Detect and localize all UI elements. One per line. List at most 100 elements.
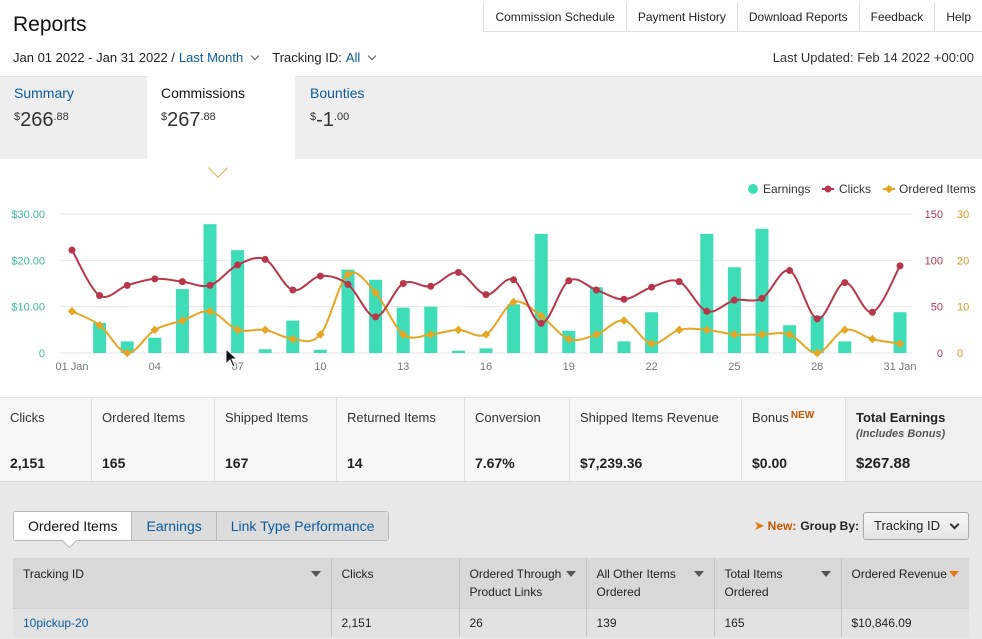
clicks-point bbox=[68, 246, 76, 254]
clicks-point bbox=[206, 281, 214, 289]
tab-summary[interactable]: Summary $266.88 bbox=[0, 76, 147, 159]
ordered-items-point bbox=[868, 334, 877, 344]
tracking-id-dropdown[interactable]: All bbox=[345, 50, 361, 65]
nav-help[interactable]: Help bbox=[946, 10, 971, 24]
stat-value: 7.67% bbox=[475, 455, 515, 471]
currency-symbol: $ bbox=[310, 111, 317, 123]
table-cell: 2,151 bbox=[331, 608, 460, 637]
chevron-down-icon[interactable] bbox=[250, 51, 260, 61]
legend-clicks-marker bbox=[824, 185, 832, 193]
y-right-tick-clicks: 0 bbox=[937, 348, 943, 360]
page-title: Reports bbox=[13, 13, 87, 36]
stat-shipped-revenue: Shipped Items Revenue $7,239.36 bbox=[570, 398, 742, 481]
earnings-bar bbox=[507, 304, 521, 353]
ordered-items-point bbox=[619, 316, 629, 325]
col-ordered-through-links[interactable]: Ordered Through Product Links bbox=[459, 558, 587, 609]
stat-label: Ordered Items bbox=[102, 410, 186, 425]
col-tracking-id[interactable]: Tracking ID bbox=[13, 558, 332, 609]
earnings-bar bbox=[838, 341, 852, 353]
chevron-down-icon[interactable] bbox=[368, 51, 377, 61]
earnings-bar bbox=[783, 325, 797, 353]
col-label: All Other Items Ordered bbox=[596, 567, 676, 599]
stat-label: Shipped Items Revenue bbox=[580, 410, 719, 425]
clicks-point bbox=[399, 280, 407, 287]
ordered-items-point bbox=[371, 288, 380, 298]
y-tick-label: 0 bbox=[39, 348, 45, 360]
tab-link-type-performance[interactable]: Link Type Performance bbox=[216, 512, 389, 540]
ordered-items-point bbox=[647, 339, 656, 348]
group-by-select[interactable]: Tracking ID bbox=[863, 512, 969, 540]
filter-bar: Jan 01 2022 - Jan 31 2022 / Last Month T… bbox=[13, 50, 383, 65]
tab-bounties[interactable]: Bounties $ -1.00 bbox=[296, 76, 446, 159]
ordered-items-point bbox=[398, 330, 408, 339]
earnings-bar bbox=[589, 287, 603, 353]
stat-value: $0.00 bbox=[752, 455, 788, 471]
amount-cents: .88 bbox=[53, 111, 69, 123]
legend-earnings-label: Earnings bbox=[763, 182, 810, 196]
stat-label-text: Bonus bbox=[752, 410, 789, 425]
clicks-point bbox=[675, 278, 683, 286]
clicks-point bbox=[123, 281, 131, 289]
sort-caret-icon[interactable] bbox=[949, 571, 959, 577]
sort-caret-icon[interactable] bbox=[693, 571, 704, 577]
stat-label: Bonus NEW bbox=[752, 410, 837, 425]
clicks-point bbox=[896, 262, 904, 270]
tracking-id-link[interactable]: 10pickup-20 bbox=[13, 608, 332, 637]
tab-bounties-label: Bounties bbox=[310, 85, 365, 101]
clicks-point bbox=[537, 319, 545, 327]
earnings-bar bbox=[479, 348, 493, 353]
y-right-tick-clicks: 50 bbox=[931, 302, 943, 314]
ordered-items-point bbox=[205, 307, 215, 316]
group-by: ➤ New: Group By: Tracking ID bbox=[754, 512, 969, 540]
new-label: New: bbox=[767, 519, 797, 533]
currency-symbol: $ bbox=[161, 111, 168, 123]
tab-earnings[interactable]: Earnings bbox=[132, 512, 217, 540]
earnings-bar bbox=[341, 269, 355, 353]
ordered-items-point bbox=[895, 339, 905, 348]
stats-row: Clicks 2,151 Ordered Items 165 Shipped I… bbox=[0, 397, 982, 482]
tab-ordered-items[interactable]: Ordered Items bbox=[14, 512, 133, 540]
x-tick-label: 19 bbox=[563, 361, 575, 373]
clicks-point bbox=[592, 286, 600, 294]
col-total-items[interactable]: Total Items Ordered bbox=[714, 558, 842, 609]
nav-download-reports[interactable]: Download Reports bbox=[738, 3, 860, 31]
sort-caret-icon[interactable] bbox=[565, 571, 576, 577]
group-by-value: Tracking ID bbox=[874, 518, 940, 533]
y-right-tick-clicks: 100 bbox=[925, 255, 943, 267]
stat-label: Total Earnings bbox=[856, 410, 946, 425]
tab-commissions[interactable]: Commissions $267.88 bbox=[147, 76, 295, 162]
clicks-point bbox=[96, 292, 104, 300]
stat-total-earnings: Total Earnings (Includes Bonus) $267.88 bbox=[846, 398, 982, 481]
amount-whole: -1 bbox=[316, 109, 334, 131]
y-right-tick-items: 10 bbox=[957, 302, 969, 314]
sort-caret-icon[interactable] bbox=[820, 571, 831, 577]
earnings-bar bbox=[727, 267, 741, 353]
col-all-other-items[interactable]: All Other Items Ordered bbox=[586, 558, 715, 609]
clicks-point bbox=[454, 268, 462, 276]
nav-payment-history[interactable]: Payment History bbox=[627, 3, 738, 31]
clicks-point bbox=[344, 280, 352, 288]
period-dropdown[interactable]: Last Month bbox=[178, 50, 244, 65]
y-tick-label: $20.00 bbox=[11, 255, 45, 267]
col-ordered-revenue[interactable]: Ordered Revenue bbox=[841, 558, 969, 609]
table-row: 10pickup-20 2,151 26 139 165 $10,846.09 bbox=[13, 608, 969, 637]
tab-summary-label: Summary bbox=[14, 85, 74, 101]
nav-commission-schedule[interactable]: Commission Schedule bbox=[484, 3, 627, 31]
stat-shipped-items: Shipped Items 167 bbox=[215, 398, 337, 481]
clicks-point bbox=[261, 255, 269, 263]
earnings-bar bbox=[810, 315, 824, 353]
rocket-icon: ➤ bbox=[753, 518, 765, 533]
table-cell: $10,846.09 bbox=[841, 608, 969, 637]
y-tick-label: $10.00 bbox=[11, 302, 45, 314]
table-cell: 26 bbox=[459, 608, 587, 637]
col-clicks[interactable]: Clicks bbox=[331, 558, 460, 609]
clicks-point bbox=[868, 308, 876, 316]
earnings-bar bbox=[424, 306, 438, 353]
x-tick-label: 01 Jan bbox=[55, 361, 88, 373]
ordered-items-point bbox=[150, 325, 160, 335]
nav-feedback[interactable]: Feedback bbox=[860, 3, 936, 31]
sort-caret-icon[interactable] bbox=[310, 571, 321, 577]
clicks-point bbox=[730, 296, 738, 304]
legend-items-marker bbox=[884, 184, 894, 194]
stat-label: Conversion bbox=[475, 410, 541, 425]
